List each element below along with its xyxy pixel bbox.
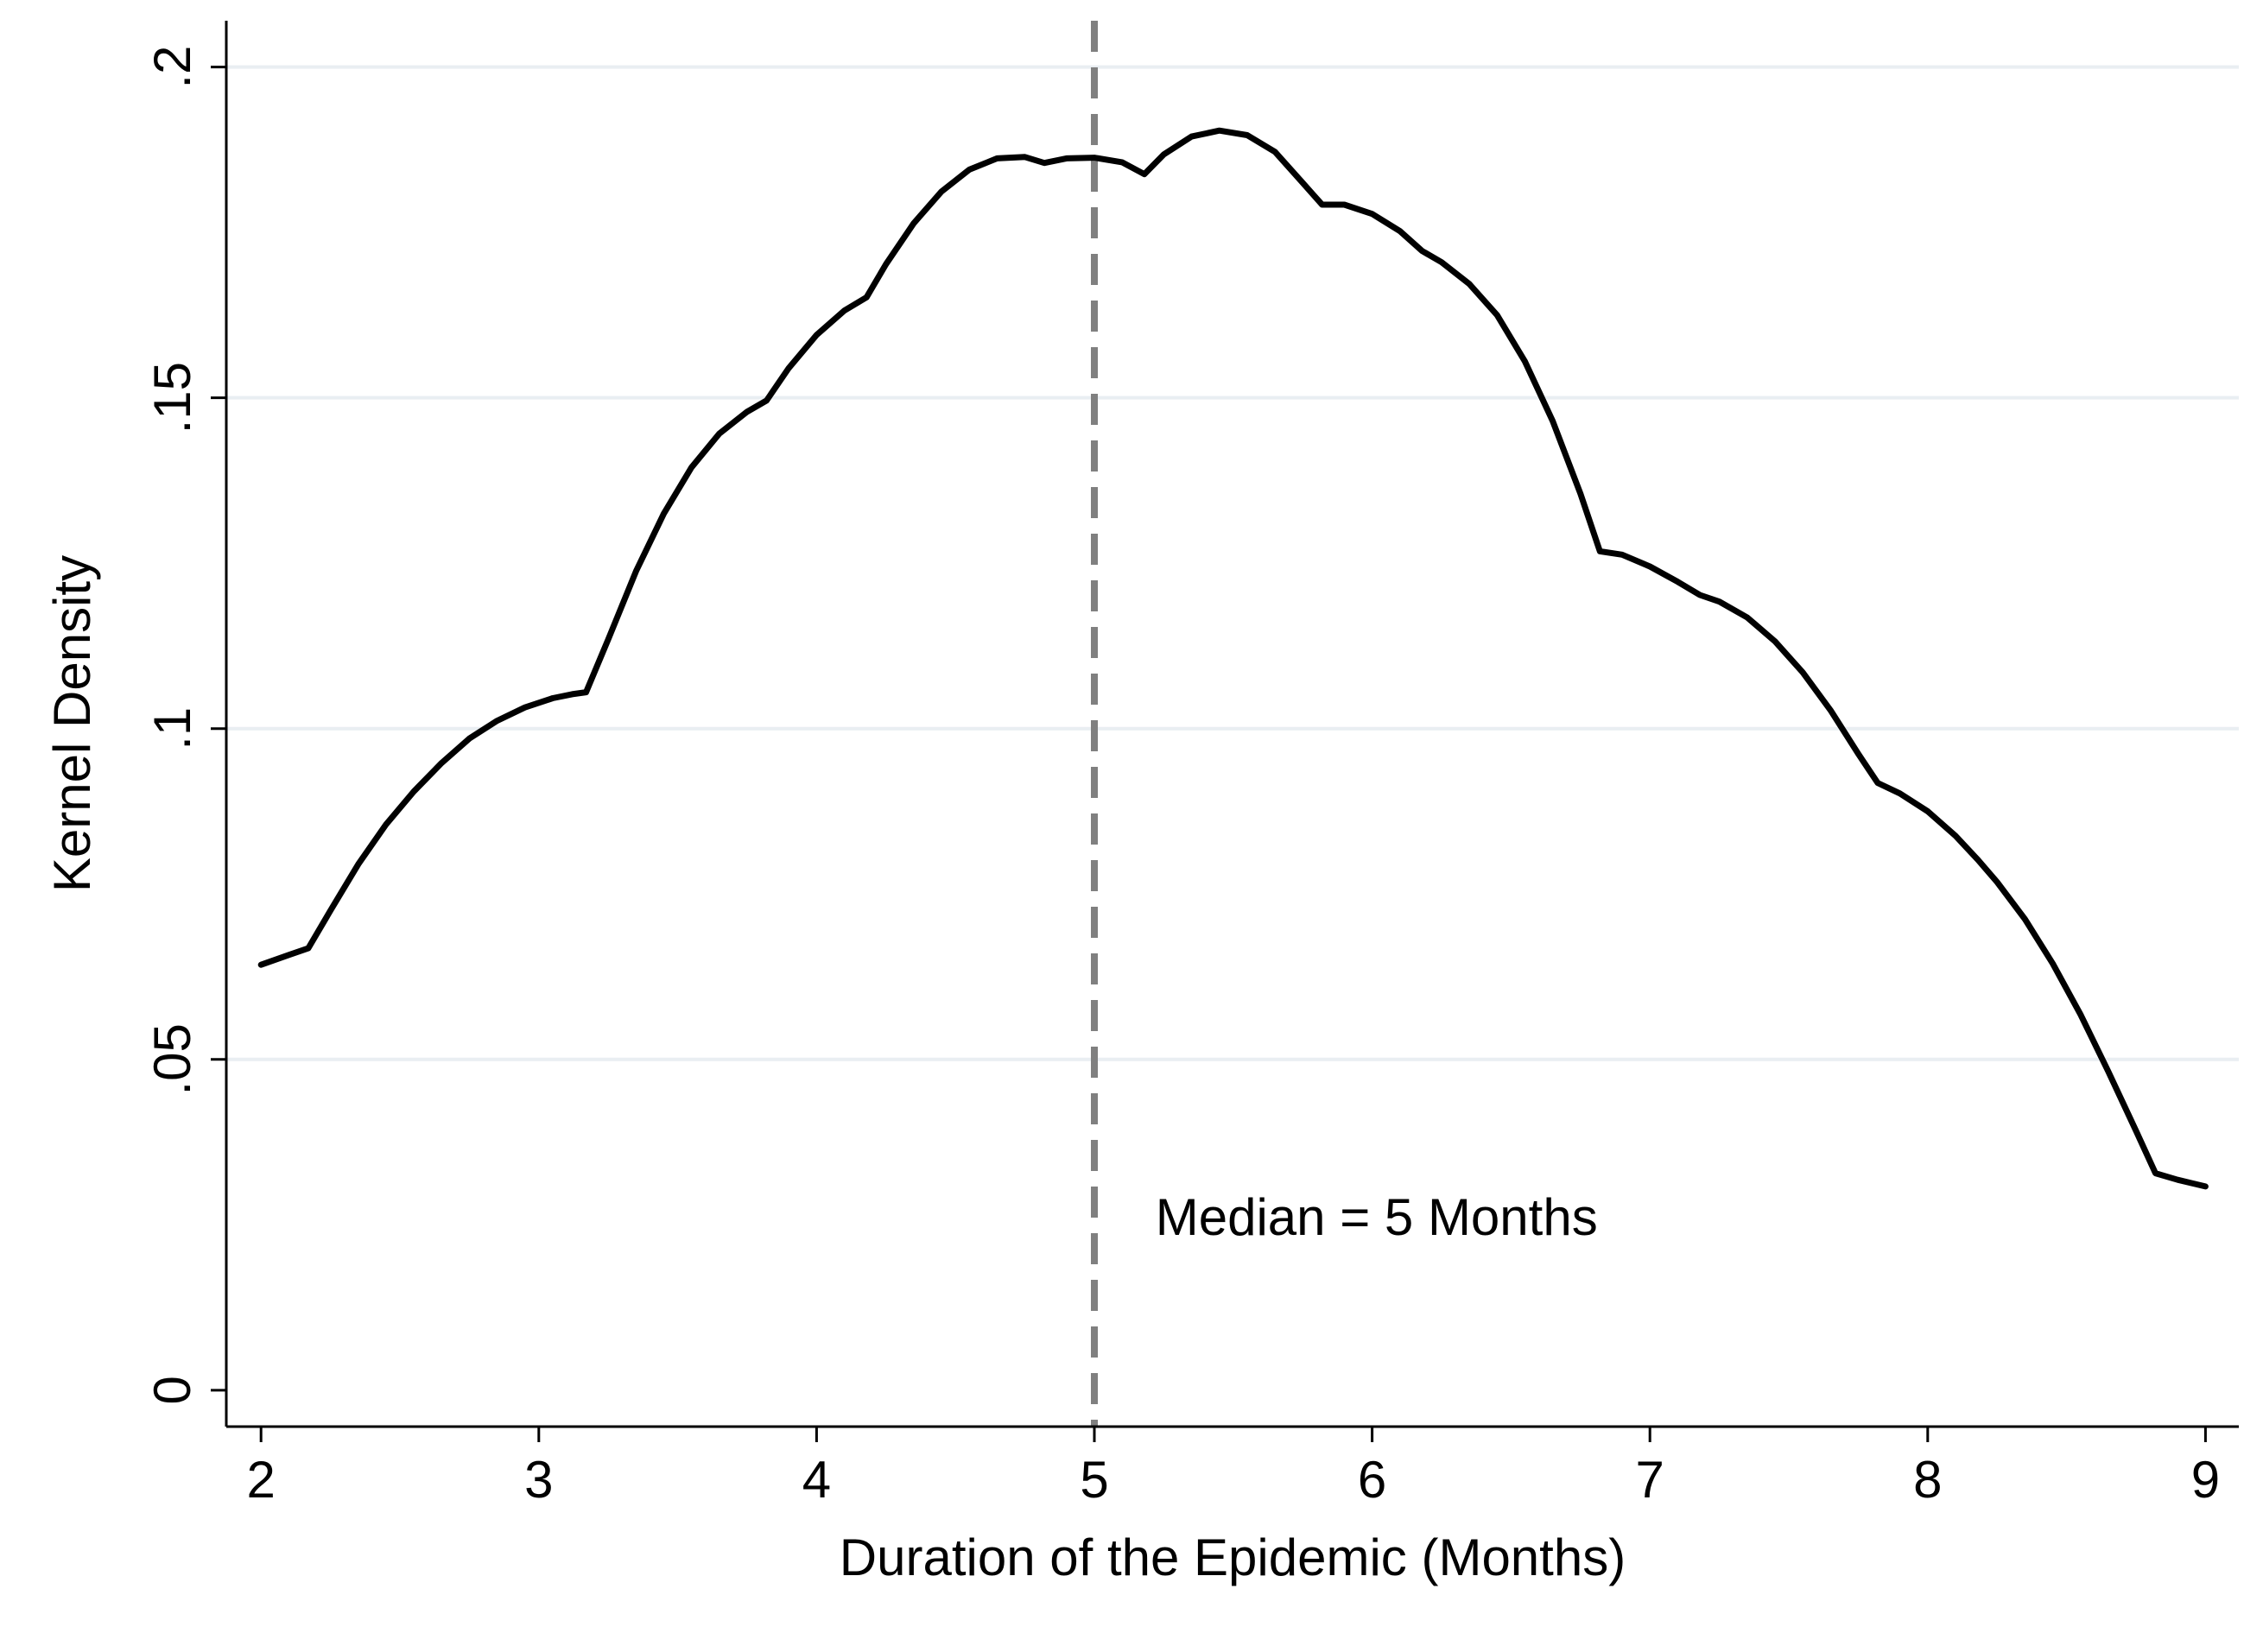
x-tick-label: 9 bbox=[2191, 1451, 2220, 1509]
y-tick-label: 0 bbox=[143, 1376, 201, 1404]
y-tick-label: .1 bbox=[143, 707, 201, 750]
text-layer: Duration of the Epidemic (Months) Kernel… bbox=[43, 46, 2220, 1586]
y-tick-label: .15 bbox=[143, 362, 201, 434]
x-tick-label: 7 bbox=[1636, 1451, 1664, 1509]
x-tick-label: 8 bbox=[1913, 1451, 1942, 1509]
x-tick-label: 2 bbox=[247, 1451, 276, 1509]
x-tick-label: 6 bbox=[1358, 1451, 1386, 1509]
y-tick-label: .05 bbox=[143, 1023, 201, 1095]
series-layer bbox=[257, 127, 2209, 1190]
x-tick-label: 5 bbox=[1080, 1451, 1108, 1509]
y-axis-title: Kernel Density bbox=[43, 555, 101, 892]
median-annotation: Median = 5 Months bbox=[1156, 1188, 1598, 1246]
x-axis-title: Duration of the Epidemic (Months) bbox=[840, 1529, 1626, 1586]
density-curve bbox=[257, 127, 2209, 1190]
x-tick-label: 3 bbox=[524, 1451, 553, 1509]
x-tick-label: 4 bbox=[802, 1451, 831, 1509]
grid-lines bbox=[226, 65, 2239, 1061]
y-tick-label: .2 bbox=[143, 46, 201, 89]
axes bbox=[211, 21, 2239, 1442]
